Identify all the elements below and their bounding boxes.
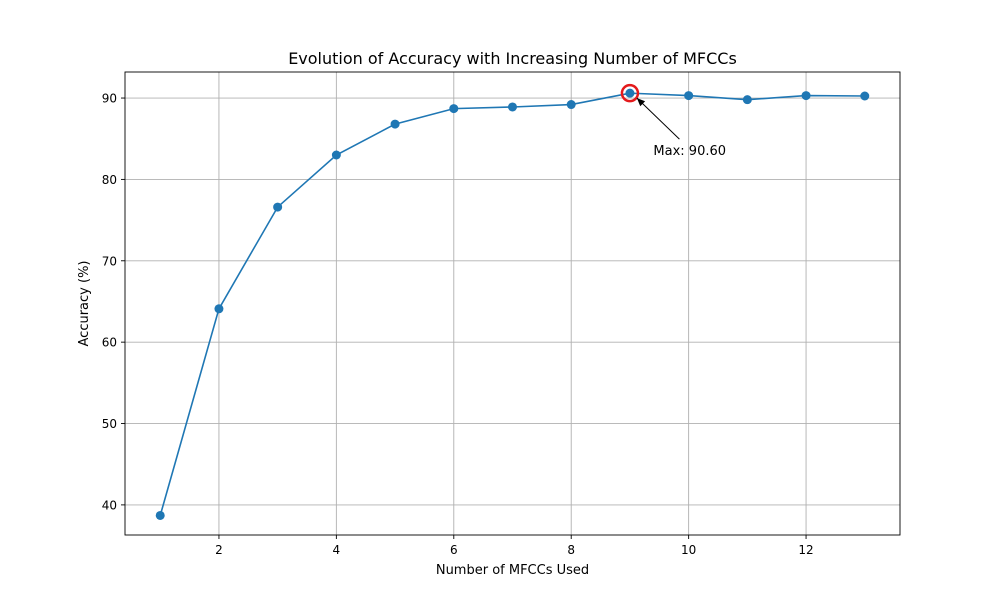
data-series	[155, 88, 870, 520]
max-annotation: Max: 90.60	[620, 83, 726, 159]
data-point	[449, 104, 459, 114]
x-tick-label: 6	[450, 543, 458, 557]
data-point	[331, 150, 341, 160]
y-tick-label: 80	[102, 173, 117, 187]
x-tick-label: 8	[567, 543, 575, 557]
x-tick-label: 2	[215, 543, 223, 557]
y-tick-label: 40	[102, 498, 117, 512]
data-point	[155, 510, 165, 520]
data-point	[214, 304, 224, 314]
annotation-label: Max: 90.60	[653, 144, 726, 159]
data-point	[625, 88, 635, 98]
grid	[125, 72, 900, 535]
data-point	[273, 202, 283, 212]
annotation-arrow-head	[636, 98, 646, 107]
plot-area-frame	[124, 71, 901, 536]
y-tick-label: 60	[102, 336, 117, 350]
y-tick-label: 90	[102, 92, 117, 106]
x-tick-label: 4	[333, 543, 341, 557]
y-axis-label: Accuracy (%)	[77, 261, 92, 347]
data-point	[390, 119, 400, 129]
x-axis-label: Number of MFCCs Used	[436, 563, 589, 578]
data-point	[742, 95, 752, 105]
max-highlight-ring	[620, 83, 640, 103]
y-tick-label: 70	[102, 254, 117, 268]
data-point	[801, 91, 811, 101]
series-line	[159, 92, 865, 516]
y-tick-label: 50	[102, 417, 117, 431]
data-point	[860, 91, 870, 101]
x-tick-label: 10	[681, 543, 696, 557]
data-point	[566, 100, 576, 110]
chart-title: Evolution of Accuracy with Increasing Nu…	[288, 49, 737, 68]
axis-ticks: 2 4 6 8 10 12 40 50 60 70 80 90	[102, 92, 814, 557]
annotation-arrow-line	[636, 97, 680, 140]
x-tick-label: 12	[798, 543, 813, 557]
data-point	[508, 102, 517, 112]
data-point	[684, 91, 694, 101]
